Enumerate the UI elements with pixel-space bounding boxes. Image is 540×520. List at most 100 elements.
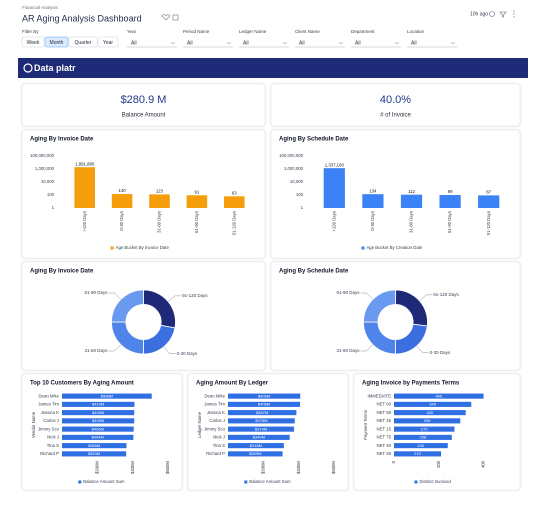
value-label: $309M	[249, 451, 261, 456]
value-label: 91	[195, 189, 200, 194]
y-tick-label: Tina S	[47, 443, 59, 448]
card	[21, 83, 266, 127]
bar	[228, 434, 290, 440]
y-tick-label: Nick J	[213, 435, 225, 440]
bar	[62, 401, 135, 407]
y-tick-label: NET 60	[377, 402, 392, 407]
dropdown-chevron[interactable]	[338, 41, 344, 45]
dropdown-chevron[interactable]	[450, 41, 456, 45]
y-tick-label: IMMEDIATE	[367, 393, 391, 398]
y-tick-label: Jessica K	[207, 410, 226, 415]
leader-line	[416, 345, 429, 353]
y-tick-label: Richard P	[40, 451, 59, 456]
value-label: 258	[420, 435, 427, 440]
x-tick-label: 200	[436, 460, 441, 468]
favorite-icon[interactable]	[161, 14, 171, 21]
y-tick-label: NET 45	[377, 418, 392, 423]
dropdown-chevron[interactable]	[282, 41, 288, 45]
value-label: $365M	[88, 443, 100, 448]
y-tick-label: Dean Mike	[204, 393, 225, 398]
x-tick-label: 91-120 Days	[231, 211, 236, 235]
card	[21, 261, 266, 371]
legend-label: Balance Amount Sum	[83, 479, 125, 484]
period-label[interactable]: Week	[27, 40, 40, 46]
value-label: 320	[426, 410, 433, 415]
y-tick-label: 1	[301, 205, 304, 210]
y-tick-label: 100	[296, 192, 304, 197]
legend-label: Age Bucket By Invoice Date	[116, 245, 170, 250]
x-tick-label: $400M	[130, 461, 135, 475]
dropdown-value[interactable]: All	[411, 40, 417, 46]
leader-line	[108, 292, 122, 300]
filter-icon[interactable]	[499, 11, 507, 18]
value-label: $409M	[258, 393, 270, 398]
legend-swatch	[361, 246, 365, 250]
menu-icon[interactable]	[513, 13, 515, 15]
value-label: $316M	[250, 443, 262, 448]
dropdown-value[interactable]: All	[243, 40, 249, 46]
dropdown-chevron[interactable]	[394, 41, 400, 45]
y-tick-label: Jessica K	[41, 410, 60, 415]
bar	[394, 393, 484, 399]
bar	[362, 194, 384, 208]
bar	[394, 410, 466, 416]
dropdown-value[interactable]: All	[299, 40, 305, 46]
x-tick-label: $600M	[331, 461, 336, 475]
copy-icon[interactable]	[172, 14, 179, 21]
y-axis-title: Vendor Name	[31, 411, 36, 438]
bar	[394, 451, 442, 457]
bar	[394, 434, 452, 440]
donut-segment	[363, 289, 396, 323]
value-label: 240	[418, 443, 425, 448]
bar	[62, 410, 135, 416]
value-label: $404M	[92, 435, 104, 440]
bar	[400, 194, 423, 208]
dropdown-label: Client Name	[295, 29, 320, 34]
period-label[interactable]: Quarter	[75, 40, 92, 46]
card	[270, 83, 521, 127]
period-label[interactable]: Year	[103, 40, 113, 46]
segment-label: 31-60 Days	[336, 348, 360, 353]
dropdown-value[interactable]: All	[131, 40, 137, 46]
bar	[323, 168, 345, 208]
bar	[228, 410, 297, 416]
kpi-value: $280.9 M	[121, 94, 167, 106]
leader-line	[168, 295, 182, 302]
segment-label: 91-120 Days	[182, 293, 208, 298]
y-tick-label: NET 25	[377, 451, 392, 456]
card	[21, 373, 183, 491]
period-button[interactable]	[97, 36, 119, 48]
dropdown-value[interactable]: All	[355, 40, 361, 46]
period-button[interactable]	[68, 36, 98, 48]
chart-title: Aging Invoice by Payments Terms	[362, 381, 460, 387]
y-axis-title: Ledger Name	[197, 411, 202, 438]
x-tick-label: 0	[391, 460, 396, 463]
refresh-icon[interactable]	[489, 11, 495, 17]
value-label: $378M	[255, 418, 267, 423]
value-label: $363M	[88, 451, 100, 456]
menu-icon[interactable]	[513, 16, 515, 18]
bar	[478, 195, 500, 208]
kpi-label: Balance Amount	[122, 113, 166, 119]
value-label: 99	[448, 189, 453, 194]
period-label[interactable]: Month	[50, 40, 64, 46]
bar	[62, 434, 134, 440]
value-label: 400	[435, 393, 442, 398]
y-tick-label: James Tim	[38, 402, 59, 407]
dropdown-chevron[interactable]	[170, 41, 176, 45]
value-label: $349M	[253, 435, 265, 440]
menu-icon[interactable]	[513, 10, 515, 12]
period-button[interactable]	[21, 36, 45, 48]
dropdown-value[interactable]: All	[187, 40, 193, 46]
x-tick-label: $200M	[260, 461, 265, 475]
y-tick-label: 10,000	[290, 179, 304, 184]
bar	[62, 443, 127, 449]
dropdown-chevron[interactable]	[226, 41, 232, 45]
bar	[62, 393, 152, 399]
x-tick-label: 400	[481, 460, 486, 468]
period-button[interactable]	[44, 36, 69, 48]
legend-swatch	[414, 480, 418, 484]
logo-text: Data platr	[34, 63, 76, 73]
value-label: $409M	[92, 418, 104, 423]
y-tick-label: Jimmy Sco	[204, 426, 226, 431]
